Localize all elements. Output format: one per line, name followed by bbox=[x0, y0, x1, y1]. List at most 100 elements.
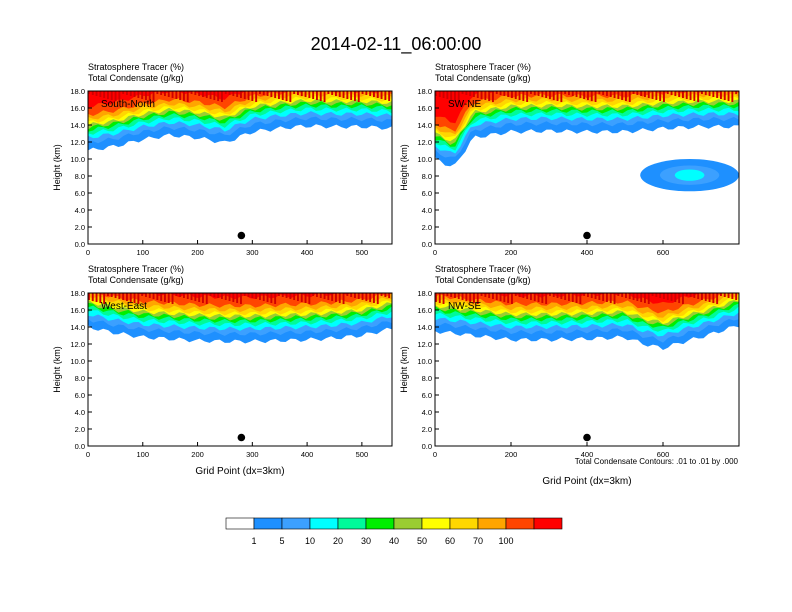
tracer-speckle bbox=[388, 91, 391, 101]
tracer-speckle bbox=[354, 293, 356, 298]
tracer-speckle bbox=[598, 293, 601, 300]
colorbar-label: 70 bbox=[473, 536, 483, 546]
x-tick-label: 0 bbox=[86, 450, 90, 459]
y-tick-label: 12.0 bbox=[70, 138, 85, 147]
tracer-speckle bbox=[217, 91, 220, 101]
tracer-speckle bbox=[568, 91, 570, 95]
tracer-speckle bbox=[133, 293, 136, 303]
tracer-speckle bbox=[712, 293, 715, 303]
tracer-speckle bbox=[727, 293, 730, 298]
tracer-speckle bbox=[606, 293, 608, 302]
y-tick-label: 0.0 bbox=[422, 240, 432, 249]
x-tick-label: 400 bbox=[581, 450, 594, 459]
tracer-speckle bbox=[678, 91, 681, 97]
tracer-speckle bbox=[156, 91, 159, 94]
tracer-speckle bbox=[323, 91, 326, 102]
tracer-speckle bbox=[293, 293, 296, 300]
tracer-speckle bbox=[575, 91, 578, 97]
panel-nw-se: 0 200 400 600 0.0 2.0 4.0 6.0 8.0 10.0 12.0 14.0 16.… bbox=[399, 264, 740, 487]
tracer-speckle bbox=[129, 293, 132, 302]
tracer-speckle bbox=[712, 91, 715, 97]
tracer-speckle bbox=[316, 91, 318, 100]
tracer-speckle bbox=[495, 91, 498, 94]
tracer-speckle bbox=[274, 293, 277, 304]
tracer-speckle bbox=[469, 91, 472, 96]
tracer-speckle bbox=[720, 91, 722, 99]
tracer-speckle bbox=[205, 293, 208, 304]
panel-title-line2: Total Condensate (g/kg) bbox=[435, 73, 531, 83]
tracer-speckle bbox=[338, 91, 341, 97]
tracer-speckle bbox=[266, 293, 269, 302]
x-tick-label: 0 bbox=[433, 450, 437, 459]
tracer-speckle bbox=[723, 91, 726, 100]
tracer-speckle bbox=[289, 293, 292, 299]
tracer-speckle bbox=[560, 91, 563, 102]
tracer-speckle bbox=[175, 91, 178, 99]
tracer-speckle bbox=[327, 91, 330, 94]
tracer-speckle bbox=[636, 91, 639, 95]
tracer-speckle bbox=[259, 293, 261, 300]
colorbar-box bbox=[393, 517, 423, 530]
panel-title-line2: Total Condensate (g/kg) bbox=[88, 73, 184, 83]
tracer-speckle bbox=[365, 293, 368, 301]
tracer-speckle bbox=[141, 91, 144, 99]
tracer-speckle bbox=[552, 293, 555, 297]
panel-south-north: 0 100 200 300 400 500 0.0 2.0 4.0 6.0 8.0 10.0 12.0 1… bbox=[52, 62, 393, 257]
tracer-speckle bbox=[160, 293, 163, 301]
y-tick-label: 18.0 bbox=[417, 87, 432, 96]
x-tick-label: 200 bbox=[191, 450, 204, 459]
tracer-speckle bbox=[293, 91, 296, 94]
y-tick-label: 6.0 bbox=[422, 189, 432, 198]
tracer-speckle bbox=[270, 91, 273, 97]
tracer-speckle bbox=[579, 91, 582, 98]
tracer-speckle bbox=[454, 91, 456, 101]
tracer-speckle bbox=[632, 91, 635, 94]
y-tick-label: 0.0 bbox=[422, 442, 432, 451]
panel-title-line1: Stratosphere Tracer (%) bbox=[88, 264, 184, 274]
tracer-speckle bbox=[720, 293, 722, 296]
colorbar-label: 10 bbox=[305, 536, 315, 546]
tracer-speckle bbox=[202, 293, 204, 303]
colorbar-box bbox=[449, 517, 479, 530]
tracer-speckle bbox=[594, 91, 597, 102]
x-tick-label: 400 bbox=[301, 248, 314, 257]
x-tick-label: 300 bbox=[246, 450, 259, 459]
tracer-speckle bbox=[171, 293, 174, 304]
tracer-speckle bbox=[240, 91, 242, 98]
tracer-speckle bbox=[122, 91, 125, 94]
tracer-speckle bbox=[663, 91, 665, 102]
tracer-speckle bbox=[514, 293, 517, 296]
y-tick-label: 18.0 bbox=[70, 87, 85, 96]
y-tick-label: 4.0 bbox=[75, 206, 85, 215]
y-tick-label: 16.0 bbox=[417, 306, 432, 315]
tracer-speckle bbox=[522, 293, 525, 298]
colorbar-box bbox=[533, 517, 563, 530]
tracer-speckle bbox=[602, 91, 605, 95]
tracer-speckle bbox=[731, 293, 734, 299]
tracer-speckle bbox=[442, 91, 445, 98]
panel-title-line1: Stratosphere Tracer (%) bbox=[435, 264, 531, 274]
tracer-speckle bbox=[380, 91, 383, 99]
plot-frame bbox=[87, 90, 393, 245]
tracer-speckle bbox=[488, 91, 491, 101]
tracer-speckle bbox=[103, 293, 106, 304]
y-tick-label: 16.0 bbox=[70, 104, 85, 113]
panel-west-east: 0 100 200 300 400 500 0.0 2.0 4.0 6.0 8.0 10.0 12.0 1… bbox=[52, 264, 393, 477]
tracer-speckle bbox=[380, 293, 383, 296]
y-tick-label: 2.0 bbox=[75, 223, 85, 232]
colorbar-box bbox=[253, 517, 283, 530]
tracer-speckle bbox=[518, 293, 521, 297]
tracer-speckle bbox=[704, 293, 707, 301]
tracer-speckle bbox=[526, 91, 529, 102]
tracer-speckle bbox=[503, 91, 506, 96]
tracer-speckle bbox=[526, 293, 529, 299]
tracer-speckle bbox=[278, 91, 280, 99]
tracer-speckle bbox=[152, 293, 155, 299]
tracer-speckle bbox=[297, 293, 299, 301]
tracer-speckle bbox=[644, 293, 646, 303]
tracer-speckle bbox=[361, 293, 364, 300]
tracer-speckle bbox=[659, 293, 662, 298]
tracer-speckle bbox=[316, 293, 318, 297]
tracer-speckle bbox=[179, 293, 182, 297]
tracer-speckle bbox=[556, 91, 559, 101]
